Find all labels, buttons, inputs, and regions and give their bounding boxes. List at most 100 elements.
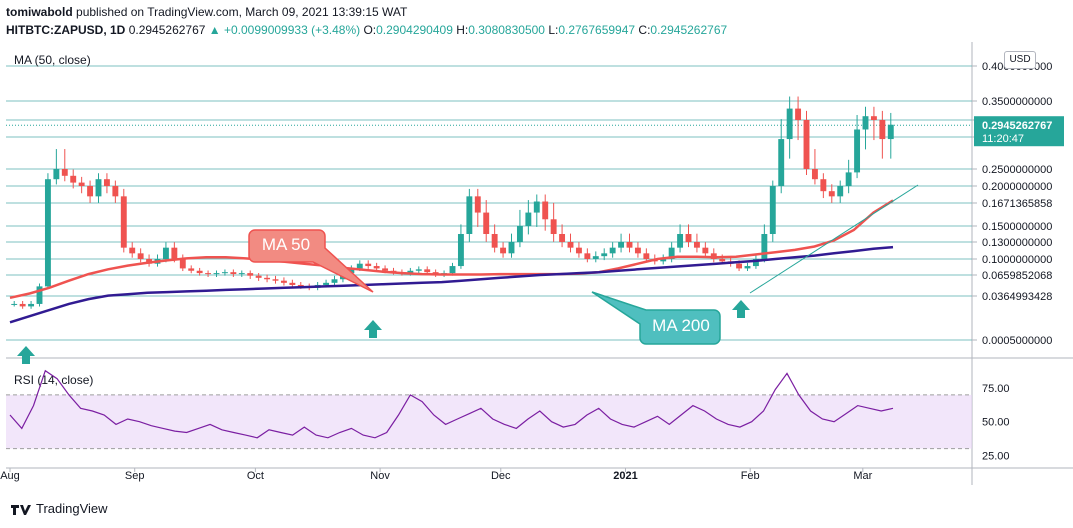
candle-body <box>567 242 574 248</box>
last-price: 0.2945262767 <box>128 23 206 37</box>
ma50-line <box>9 199 894 300</box>
candle-body <box>525 212 532 226</box>
high-label: H: <box>456 23 469 37</box>
up-arrow-icon <box>732 300 750 318</box>
ma200-line <box>9 245 894 324</box>
ma-indicator-title: MA (50, close) <box>14 53 91 67</box>
candle-body <box>87 186 94 197</box>
last-price-tag <box>974 116 1064 147</box>
candle-body <box>601 253 608 257</box>
candle-body <box>584 253 591 259</box>
candle-body <box>466 196 473 234</box>
symbol-label[interactable]: HITBTC:ZAPUSD, 1D <box>6 23 126 37</box>
x-tick-label: Oct <box>247 470 264 482</box>
candle-body <box>188 268 195 271</box>
candle-body <box>196 270 203 274</box>
candle-body <box>424 269 431 273</box>
author-name[interactable]: tomiwabold <box>6 5 73 19</box>
level-label: 0.1500000000 <box>982 221 1052 233</box>
candle-body <box>348 268 355 274</box>
candle-body <box>137 253 144 259</box>
candle-body <box>415 269 422 271</box>
candle-body <box>736 263 743 269</box>
candle-body <box>323 282 330 285</box>
x-tick-label: 2021 <box>613 470 637 482</box>
x-tick-label: Feb <box>741 470 760 482</box>
candle-body <box>702 247 709 254</box>
rsi-level-label: 50.00 <box>982 417 1010 429</box>
candle-body <box>112 186 119 197</box>
ohlc-bar: HITBTC:ZAPUSD, 1D 0.2945262767 ▲ +0.0099… <box>6 23 727 37</box>
candle-body <box>693 242 700 248</box>
up-arrow-icon <box>364 320 382 338</box>
x-tick-label: Dec <box>491 470 511 482</box>
candle-body <box>795 108 802 120</box>
candle-body <box>179 259 186 269</box>
countdown-label: 11:20:47 <box>982 133 1024 145</box>
candle-body <box>811 169 818 180</box>
trend-line <box>749 184 919 294</box>
level-label: 0.2500000000 <box>982 164 1052 176</box>
level-label: 0.2000000000 <box>982 181 1052 193</box>
candle-body <box>449 266 456 274</box>
level-label: 0.1671365858 <box>982 198 1052 210</box>
candle-body <box>28 303 35 307</box>
candle-body <box>331 279 338 283</box>
candle-body <box>289 282 296 285</box>
level-label: 0.3500000000 <box>982 96 1052 108</box>
candle-body <box>677 234 684 248</box>
candle-body <box>634 247 641 254</box>
candle-body <box>550 219 557 234</box>
candle-body <box>255 275 262 278</box>
candle-body <box>205 273 212 275</box>
candle-body <box>78 182 85 186</box>
ma50-callout-label: MA 50 <box>262 235 310 254</box>
candle-body <box>542 201 549 220</box>
candle-body <box>474 196 481 213</box>
candle-body <box>19 303 26 307</box>
candle-body <box>247 273 254 276</box>
candle-body <box>356 263 363 269</box>
candle-body <box>53 169 60 180</box>
tradingview-icon <box>11 504 31 515</box>
rsi-indicator-title: RSI (14, close) <box>14 373 93 387</box>
low-label: L: <box>548 23 559 37</box>
publish-info: tomiwabold published on TradingView.com,… <box>6 5 407 19</box>
open-value: 0.2904290409 <box>376 23 453 37</box>
published-text: published on TradingView.com, March 09, … <box>76 5 408 19</box>
candle-body <box>272 279 279 281</box>
candle-body <box>618 242 625 248</box>
candle-body <box>744 266 751 269</box>
candle-body <box>457 234 464 267</box>
candle-body <box>120 196 127 248</box>
candle-body <box>820 179 827 192</box>
candle-body <box>373 266 380 269</box>
candle-body <box>660 259 667 262</box>
candle-body <box>769 186 776 234</box>
brand-text: TradingView <box>36 501 108 516</box>
tradingview-logo[interactable]: TradingView <box>10 501 108 516</box>
level-label: 0.0364993428 <box>982 291 1052 303</box>
candle-body <box>11 303 18 305</box>
level-label: 0.1000000000 <box>982 254 1052 266</box>
rsi-line <box>9 369 894 439</box>
candle-body <box>432 272 439 275</box>
candle-body <box>845 172 852 186</box>
candle-body <box>382 268 389 271</box>
candle-body <box>129 247 136 254</box>
level-label: 0.0659852068 <box>982 270 1052 282</box>
candle-body <box>643 253 650 259</box>
candle-body <box>559 234 566 242</box>
candle-body <box>870 116 877 120</box>
candle-body <box>887 124 894 140</box>
candle-body <box>516 226 523 242</box>
rsi-band <box>6 394 972 449</box>
candle-body <box>533 201 540 213</box>
candle-body <box>592 256 599 259</box>
close-label: C: <box>638 23 651 37</box>
x-tick-label: Sep <box>125 470 145 482</box>
candle-body <box>230 272 237 275</box>
candle-body <box>297 284 304 287</box>
currency-badge[interactable]: USD <box>1004 51 1036 69</box>
